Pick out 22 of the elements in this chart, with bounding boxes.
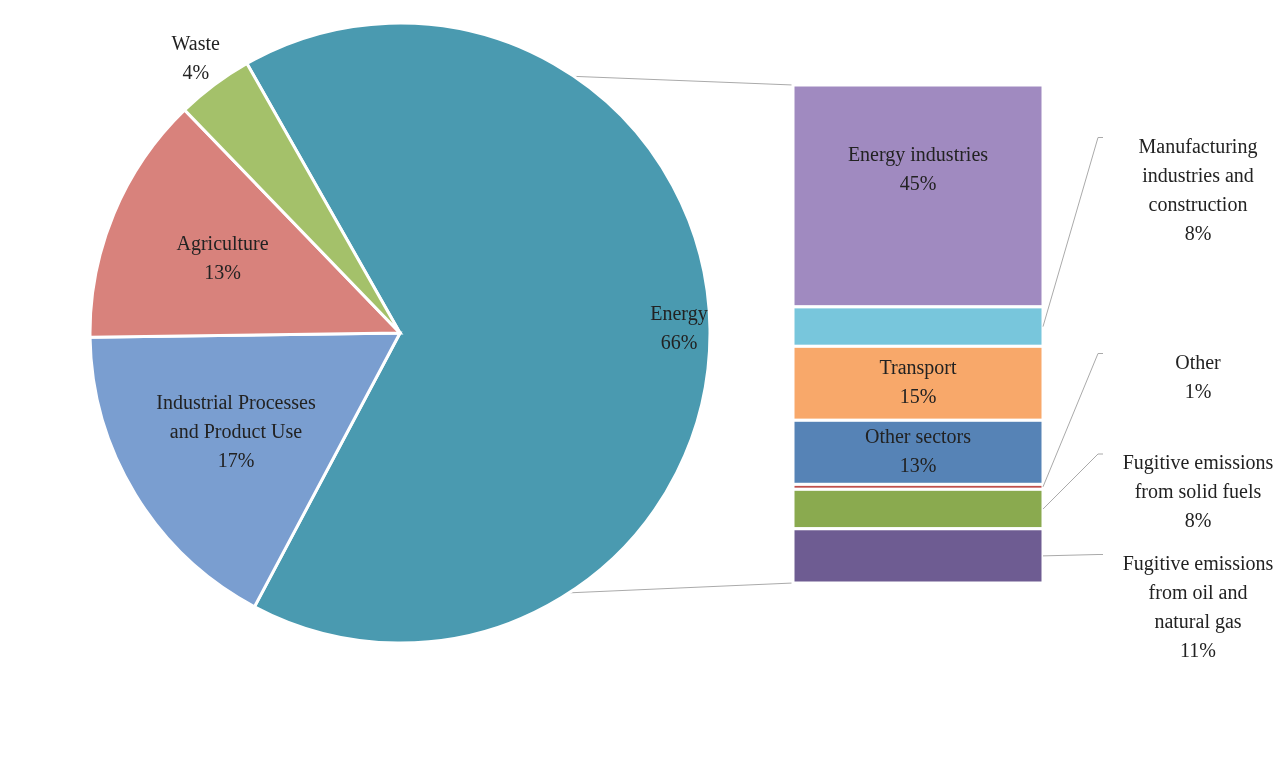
category-label: Other: [1175, 350, 1222, 373]
data-label: 66%: [660, 330, 698, 353]
slice-label: Waste: [171, 32, 221, 55]
slice-label: Energy: [650, 301, 708, 325]
slice-label: Industrial Processes and Product Use: [156, 390, 316, 442]
category-label: Energy industries: [847, 143, 989, 167]
data-label: 1%: [1184, 379, 1212, 402]
category-label: Other sectors: [864, 424, 972, 447]
data-label: 15%: [899, 384, 937, 407]
category-label: Fugitive emissions from solid fuels: [1122, 450, 1274, 502]
data-label: 13%: [899, 453, 937, 476]
data-label: 13%: [204, 260, 241, 283]
data-label: 8%: [1184, 221, 1212, 244]
data-label: 11%: [1180, 638, 1216, 661]
category-label: Manufacturing industries and construction: [1138, 134, 1258, 215]
data-label: 8%: [1184, 508, 1212, 531]
data-label: 45%: [899, 172, 937, 195]
category-label: Fugitive emissions from oil and natural gas: [1122, 551, 1274, 633]
slice-label: Agriculture: [176, 231, 269, 255]
category-label: Transport: [879, 355, 957, 379]
data-label: 17%: [217, 448, 255, 471]
data-label: 4%: [182, 61, 210, 84]
